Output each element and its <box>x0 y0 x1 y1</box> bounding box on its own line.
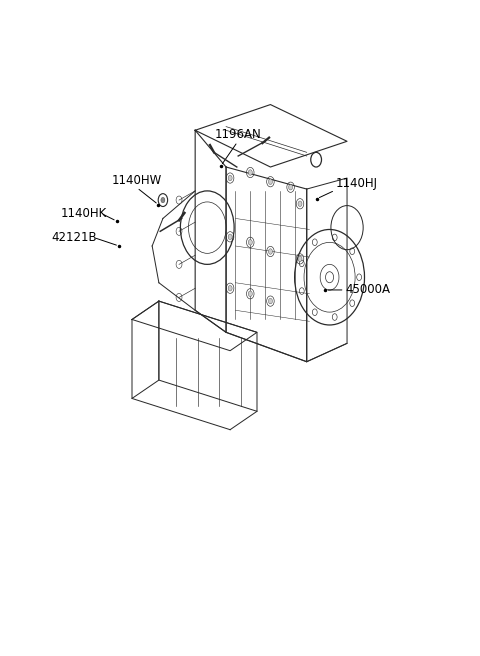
Circle shape <box>228 234 232 239</box>
Circle shape <box>228 285 232 291</box>
Text: 42121B: 42121B <box>51 231 97 244</box>
Text: 1140HK: 1140HK <box>61 207 107 220</box>
Text: 1196AN: 1196AN <box>214 128 261 141</box>
Circle shape <box>268 179 273 184</box>
Circle shape <box>268 298 273 304</box>
Circle shape <box>298 201 302 207</box>
Circle shape <box>248 291 252 297</box>
Circle shape <box>248 170 252 175</box>
Circle shape <box>161 197 165 203</box>
Text: 1140HJ: 1140HJ <box>336 177 378 190</box>
Circle shape <box>298 256 302 262</box>
Text: 1140HW: 1140HW <box>112 174 162 187</box>
Circle shape <box>228 175 232 181</box>
Circle shape <box>288 184 293 190</box>
Circle shape <box>248 239 252 245</box>
Text: 45000A: 45000A <box>346 283 391 297</box>
Circle shape <box>268 249 273 255</box>
